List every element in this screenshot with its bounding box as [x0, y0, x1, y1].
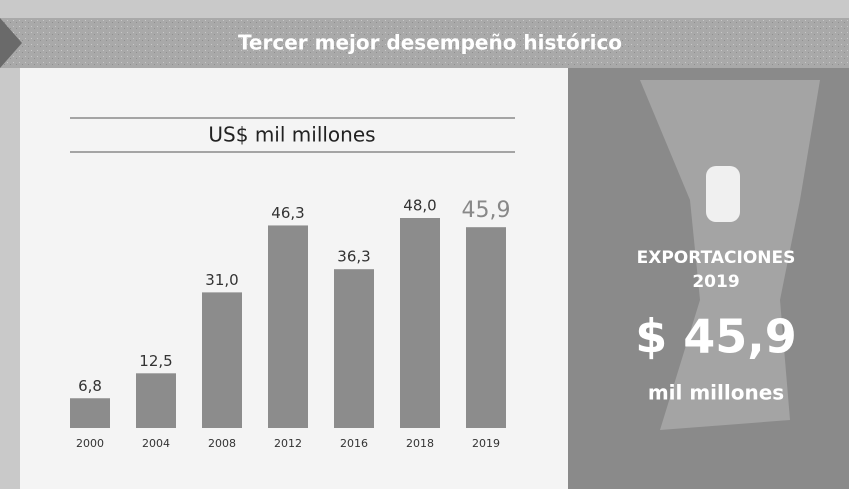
- x-tick-label: 2000: [76, 437, 104, 450]
- value-label: 31,0: [205, 271, 238, 289]
- value-label: 12,5: [139, 352, 172, 370]
- banner-arrow: [0, 18, 22, 68]
- bar: [400, 218, 440, 428]
- icon: [706, 166, 740, 222]
- x-tick-label: 2012: [274, 437, 302, 450]
- x-tick-label: 2018: [406, 437, 434, 450]
- chart-subtitle: US$ mil millones: [208, 123, 375, 147]
- value-label: 46,3: [271, 204, 304, 222]
- annotation: 2019: [692, 272, 739, 292]
- title-banner: [0, 18, 849, 68]
- silhouette: [640, 80, 820, 430]
- x-tick-label: 2004: [142, 437, 170, 450]
- annotation: $ 45,9: [635, 310, 797, 364]
- bar: [334, 269, 374, 428]
- bar: [202, 292, 242, 428]
- bar: [136, 373, 176, 428]
- value-label: 45,9: [462, 198, 511, 223]
- annotation: mil millones: [648, 381, 784, 405]
- x-tick-label: 2016: [340, 437, 368, 450]
- x-tick-label: 2019: [472, 437, 500, 450]
- bar: [466, 227, 506, 428]
- x-tick-label: 2008: [208, 437, 236, 450]
- value-label: 36,3: [337, 248, 370, 266]
- chart-title: Tercer mejor desempeño histórico: [238, 31, 622, 55]
- annotation: EXPORTACIONES: [637, 248, 796, 268]
- bar: [70, 398, 110, 428]
- value-label: 48,0: [403, 197, 436, 215]
- value-label: 6,8: [78, 377, 102, 395]
- bar: [268, 225, 308, 428]
